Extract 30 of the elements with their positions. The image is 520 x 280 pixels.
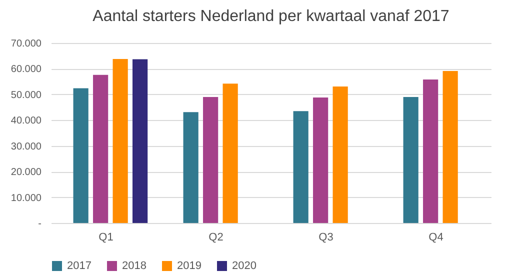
x-tick-label: Q3 [318,232,334,244]
bar [332,86,348,223]
legend-label: 2017 [67,260,92,272]
y-tick-label: 60.000 [10,64,42,76]
y-tick-label: 20.000 [10,167,42,178]
y-tick-label: 50.000 [10,90,42,101]
bar [203,97,218,223]
bar [112,58,128,223]
bar [132,59,148,223]
bar [183,112,198,223]
bar [403,97,418,223]
x-tick-label: Q4 [428,232,444,244]
y-tick-label: 10.000 [10,192,42,204]
y-tick-label: 30.000 [10,141,42,152]
bar [93,74,108,223]
legend-label: 2018 [122,260,146,272]
bar [293,111,308,223]
chart-title: Aantal starters Nederland per kwartaal vanaf 2017 [92,8,450,25]
bar [423,80,438,223]
y-tick-label: 40.000 [10,116,42,127]
x-tick-label: Q2 [208,232,224,244]
legend-label: 2019 [177,260,202,272]
y-tick-label: 70.000 [10,38,42,50]
bar [222,84,238,223]
y-tick-label: - [38,218,42,230]
bar [73,88,88,223]
bar [442,71,458,223]
bar [313,98,328,223]
legend-label: 2020 [232,260,256,272]
x-tick-label: Q1 [98,232,114,244]
